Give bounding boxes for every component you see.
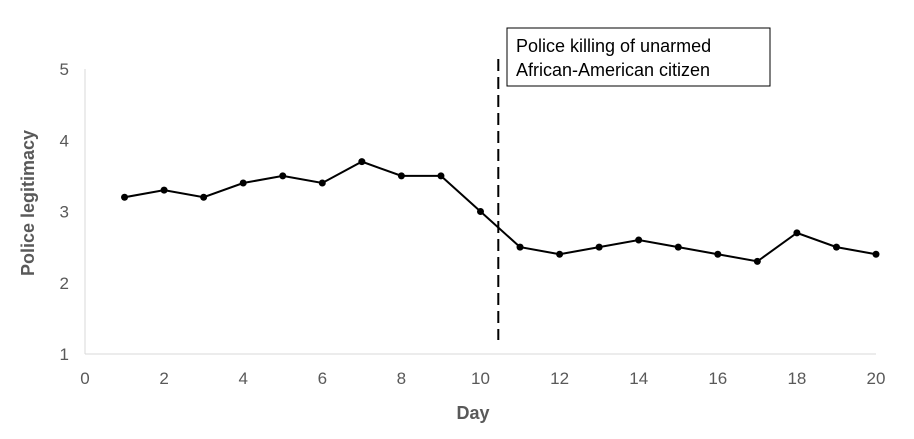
x-tick-label: 4: [238, 369, 247, 388]
y-tick-label: 2: [60, 274, 69, 293]
annotation-box: [506, 27, 771, 87]
data-point: [714, 250, 722, 258]
x-tick-label: 0: [80, 369, 89, 388]
data-point: [674, 243, 682, 251]
x-tick-label: 18: [787, 369, 806, 388]
x-tick-label: 14: [629, 369, 648, 388]
y-tick-label: 3: [60, 203, 69, 222]
x-tick-label: 2: [159, 369, 168, 388]
data-point: [556, 250, 564, 258]
annotation-line-1: Police killing of unarmed: [516, 36, 711, 56]
y-tick-label: 4: [60, 131, 69, 150]
data-point: [318, 179, 326, 187]
annotation: Police killing of unarmed African-Americ…: [506, 27, 771, 87]
data-point: [121, 193, 129, 201]
data-point: [477, 208, 484, 215]
data-point: [160, 186, 168, 194]
annotation-line-2: African-American citizen: [516, 60, 710, 80]
data-point: [437, 172, 445, 180]
x-tick-label: 6: [318, 369, 327, 388]
series-group: [121, 158, 880, 265]
axes: [84, 69, 876, 355]
data-point: [635, 236, 643, 244]
data-point: [793, 229, 801, 237]
data-point: [516, 243, 524, 251]
x-tick-label: 16: [708, 369, 727, 388]
data-point: [358, 158, 366, 166]
x-tick-label: 8: [397, 369, 406, 388]
data-point: [595, 243, 603, 251]
data-point: [872, 250, 880, 258]
y-axis-title: Police legitimacy: [18, 130, 38, 276]
data-point: [832, 243, 840, 251]
y-tick-label: 5: [60, 60, 69, 79]
data-point: [397, 172, 405, 180]
data-point: [200, 193, 208, 201]
series-line: [124, 160, 877, 263]
data-point: [753, 257, 761, 265]
x-tick-label: 20: [867, 369, 886, 388]
x-axis-title: Day: [456, 403, 489, 423]
x-tick-label: 12: [550, 369, 569, 388]
data-point: [239, 179, 247, 187]
data-point: [279, 172, 287, 180]
x-tick-label: 10: [471, 369, 490, 388]
y-tick-label: 1: [60, 345, 69, 364]
